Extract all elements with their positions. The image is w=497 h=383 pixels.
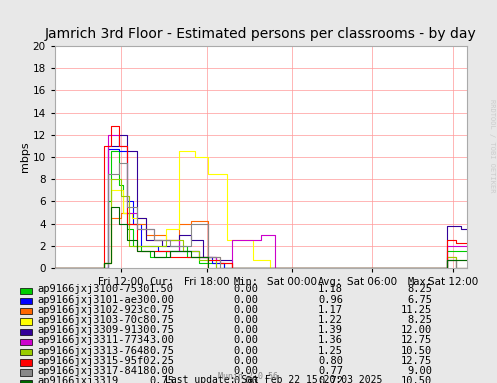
Text: 9.00: 9.00 xyxy=(408,366,432,376)
Text: 0.00: 0.00 xyxy=(234,356,258,366)
Text: 1.17: 1.17 xyxy=(318,305,343,315)
Text: Min:: Min: xyxy=(234,277,258,287)
Text: 10.50: 10.50 xyxy=(401,376,432,383)
FancyBboxPatch shape xyxy=(20,349,32,355)
Text: ap9166jxj3100-7530: ap9166jxj3100-7530 xyxy=(37,284,150,295)
Text: Avg:: Avg: xyxy=(318,277,343,287)
Text: Last update: Sat Feb 22 15:20:03 2025: Last update: Sat Feb 22 15:20:03 2025 xyxy=(165,375,382,383)
Text: 1.50: 1.50 xyxy=(149,284,174,295)
Text: ap9166jxj3313-7648: ap9166jxj3313-7648 xyxy=(37,346,150,356)
Text: 12.75: 12.75 xyxy=(401,356,432,366)
Text: 0.80: 0.80 xyxy=(318,356,343,366)
FancyBboxPatch shape xyxy=(20,370,32,376)
Text: 8.25: 8.25 xyxy=(408,315,432,325)
Text: ap9166jxj3103-70c8: ap9166jxj3103-70c8 xyxy=(37,315,150,325)
FancyBboxPatch shape xyxy=(20,288,32,294)
Text: 0.00: 0.00 xyxy=(234,376,258,383)
Title: Jamrich 3rd Floor - Estimated persons per classrooms - by day: Jamrich 3rd Floor - Estimated persons pe… xyxy=(45,27,477,41)
Y-axis label: mbps: mbps xyxy=(19,142,30,172)
Text: 0.72: 0.72 xyxy=(318,376,343,383)
Text: 0.00: 0.00 xyxy=(234,284,258,295)
Text: 0.75: 0.75 xyxy=(149,376,174,383)
Text: Munin 2.0.56: Munin 2.0.56 xyxy=(219,372,278,381)
Text: 1.22: 1.22 xyxy=(318,315,343,325)
Text: Max:: Max: xyxy=(408,277,432,287)
Text: 1.39: 1.39 xyxy=(318,325,343,335)
Text: 0.75: 0.75 xyxy=(149,315,174,325)
Text: ap9166jxj3317-8418: ap9166jxj3317-8418 xyxy=(37,366,150,376)
FancyBboxPatch shape xyxy=(20,318,32,325)
Text: ap9166jxj3319: ap9166jxj3319 xyxy=(37,376,118,383)
FancyBboxPatch shape xyxy=(20,339,32,345)
FancyBboxPatch shape xyxy=(20,329,32,335)
Text: 6.75: 6.75 xyxy=(408,295,432,304)
Text: 3.00: 3.00 xyxy=(149,336,174,345)
Text: ap9166jxj3309-9130: ap9166jxj3309-9130 xyxy=(37,325,150,335)
Text: 0.75: 0.75 xyxy=(149,305,174,315)
Text: 0.00: 0.00 xyxy=(234,346,258,356)
Text: 0.00: 0.00 xyxy=(234,366,258,376)
Text: 1.36: 1.36 xyxy=(318,336,343,345)
Text: 0.00: 0.00 xyxy=(234,336,258,345)
Text: 10.50: 10.50 xyxy=(401,346,432,356)
Text: ap9166jxj3101-ae30: ap9166jxj3101-ae30 xyxy=(37,295,150,304)
Text: 0.00: 0.00 xyxy=(149,366,174,376)
Text: 0.00: 0.00 xyxy=(234,295,258,304)
Text: 0.77: 0.77 xyxy=(318,366,343,376)
Text: 0.00: 0.00 xyxy=(149,295,174,304)
Text: 0.75: 0.75 xyxy=(149,346,174,356)
Text: 8.25: 8.25 xyxy=(408,284,432,295)
Text: 12.75: 12.75 xyxy=(401,336,432,345)
FancyBboxPatch shape xyxy=(20,298,32,304)
Text: 0.00: 0.00 xyxy=(234,305,258,315)
FancyBboxPatch shape xyxy=(20,359,32,365)
Text: 12.00: 12.00 xyxy=(401,325,432,335)
Text: RRDTOOL / TOBI OETIKER: RRDTOOL / TOBI OETIKER xyxy=(489,99,495,192)
Text: 11.25: 11.25 xyxy=(401,305,432,315)
Text: ap9166jxj3102-923c: ap9166jxj3102-923c xyxy=(37,305,150,315)
FancyBboxPatch shape xyxy=(20,380,32,383)
Text: 0.75: 0.75 xyxy=(149,325,174,335)
FancyBboxPatch shape xyxy=(20,308,32,314)
Text: 1.25: 1.25 xyxy=(318,346,343,356)
Text: 1.18: 1.18 xyxy=(318,284,343,295)
Text: 2.25: 2.25 xyxy=(149,356,174,366)
Text: 0.00: 0.00 xyxy=(234,315,258,325)
Text: ap9166jxj3315-95f0: ap9166jxj3315-95f0 xyxy=(37,356,150,366)
Text: 0.00: 0.00 xyxy=(234,325,258,335)
Text: 0.96: 0.96 xyxy=(318,295,343,304)
Text: Cur:: Cur: xyxy=(149,277,174,287)
Text: ap9166jxj3311-7734: ap9166jxj3311-7734 xyxy=(37,336,150,345)
